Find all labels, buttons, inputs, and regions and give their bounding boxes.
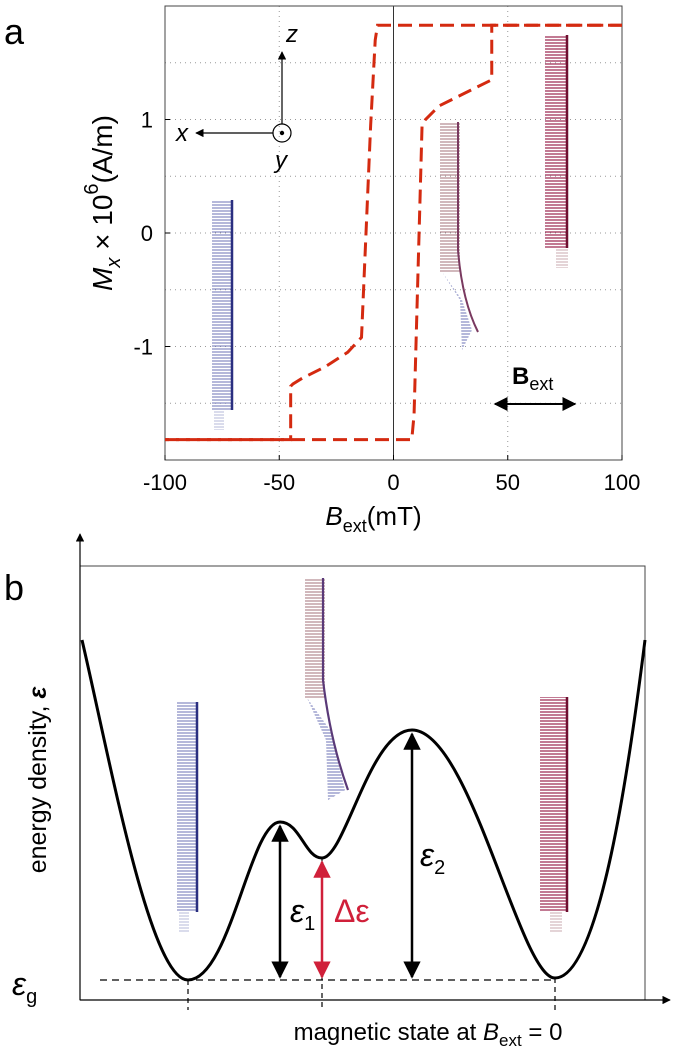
x-tick-label: 50	[496, 470, 520, 495]
spin-icon-blue	[177, 702, 199, 932]
x-tick-label: -50	[263, 470, 295, 495]
y-axis-label: energy density, ε	[24, 686, 52, 874]
delta-eps: Δε	[334, 893, 370, 929]
y-axis-label-part: × 10	[87, 195, 118, 258]
y-tick-label: 0	[141, 221, 153, 246]
spin-icon-mixed	[440, 122, 479, 350]
eps-1: ε1	[290, 893, 315, 935]
energy-curve	[80, 639, 647, 982]
y-axis-label-part: 6	[81, 183, 103, 194]
spin-icon-red	[545, 35, 569, 268]
y-axis-label-part: x	[103, 257, 125, 269]
hysteresis-line	[165, 23, 622, 442]
field-label: Bext	[512, 363, 553, 394]
y-tick-label: 1	[141, 108, 153, 133]
y-axis-label: Mx × 106(A/m)	[81, 115, 125, 291]
x-axis-label-part: B	[325, 501, 342, 531]
axis-symbol-x: x	[175, 120, 189, 147]
panel-label: a	[4, 11, 25, 52]
x-axis-label-part: (mT)	[367, 501, 422, 531]
axis-symbol-y: y	[273, 147, 289, 174]
coordinate-axes	[195, 51, 292, 143]
x-tick-label: 100	[604, 470, 641, 495]
spin-icon-blue	[212, 200, 234, 430]
x-axis-label: Bext(mT)	[325, 501, 421, 536]
spin-icon-red	[540, 697, 569, 932]
y-tick-label: -1	[133, 335, 153, 360]
spin-icon-mixed	[305, 578, 350, 800]
y-axis-label-part: (A/m)	[87, 115, 118, 183]
y-axis-label-part: M	[87, 267, 118, 291]
axis-symbol-z: z	[285, 21, 298, 48]
x-tick-label: -100	[143, 470, 187, 495]
x-axis-label-part: ext	[343, 516, 367, 536]
hysteresis-line	[165, 23, 622, 442]
eps-g: εg	[12, 966, 37, 1008]
x-tick-label: 0	[387, 470, 399, 495]
eps-2: ε2	[420, 837, 445, 879]
x-axis-label: magnetic state at Bext = 0	[294, 1019, 563, 1050]
panel-label: b	[4, 567, 24, 608]
